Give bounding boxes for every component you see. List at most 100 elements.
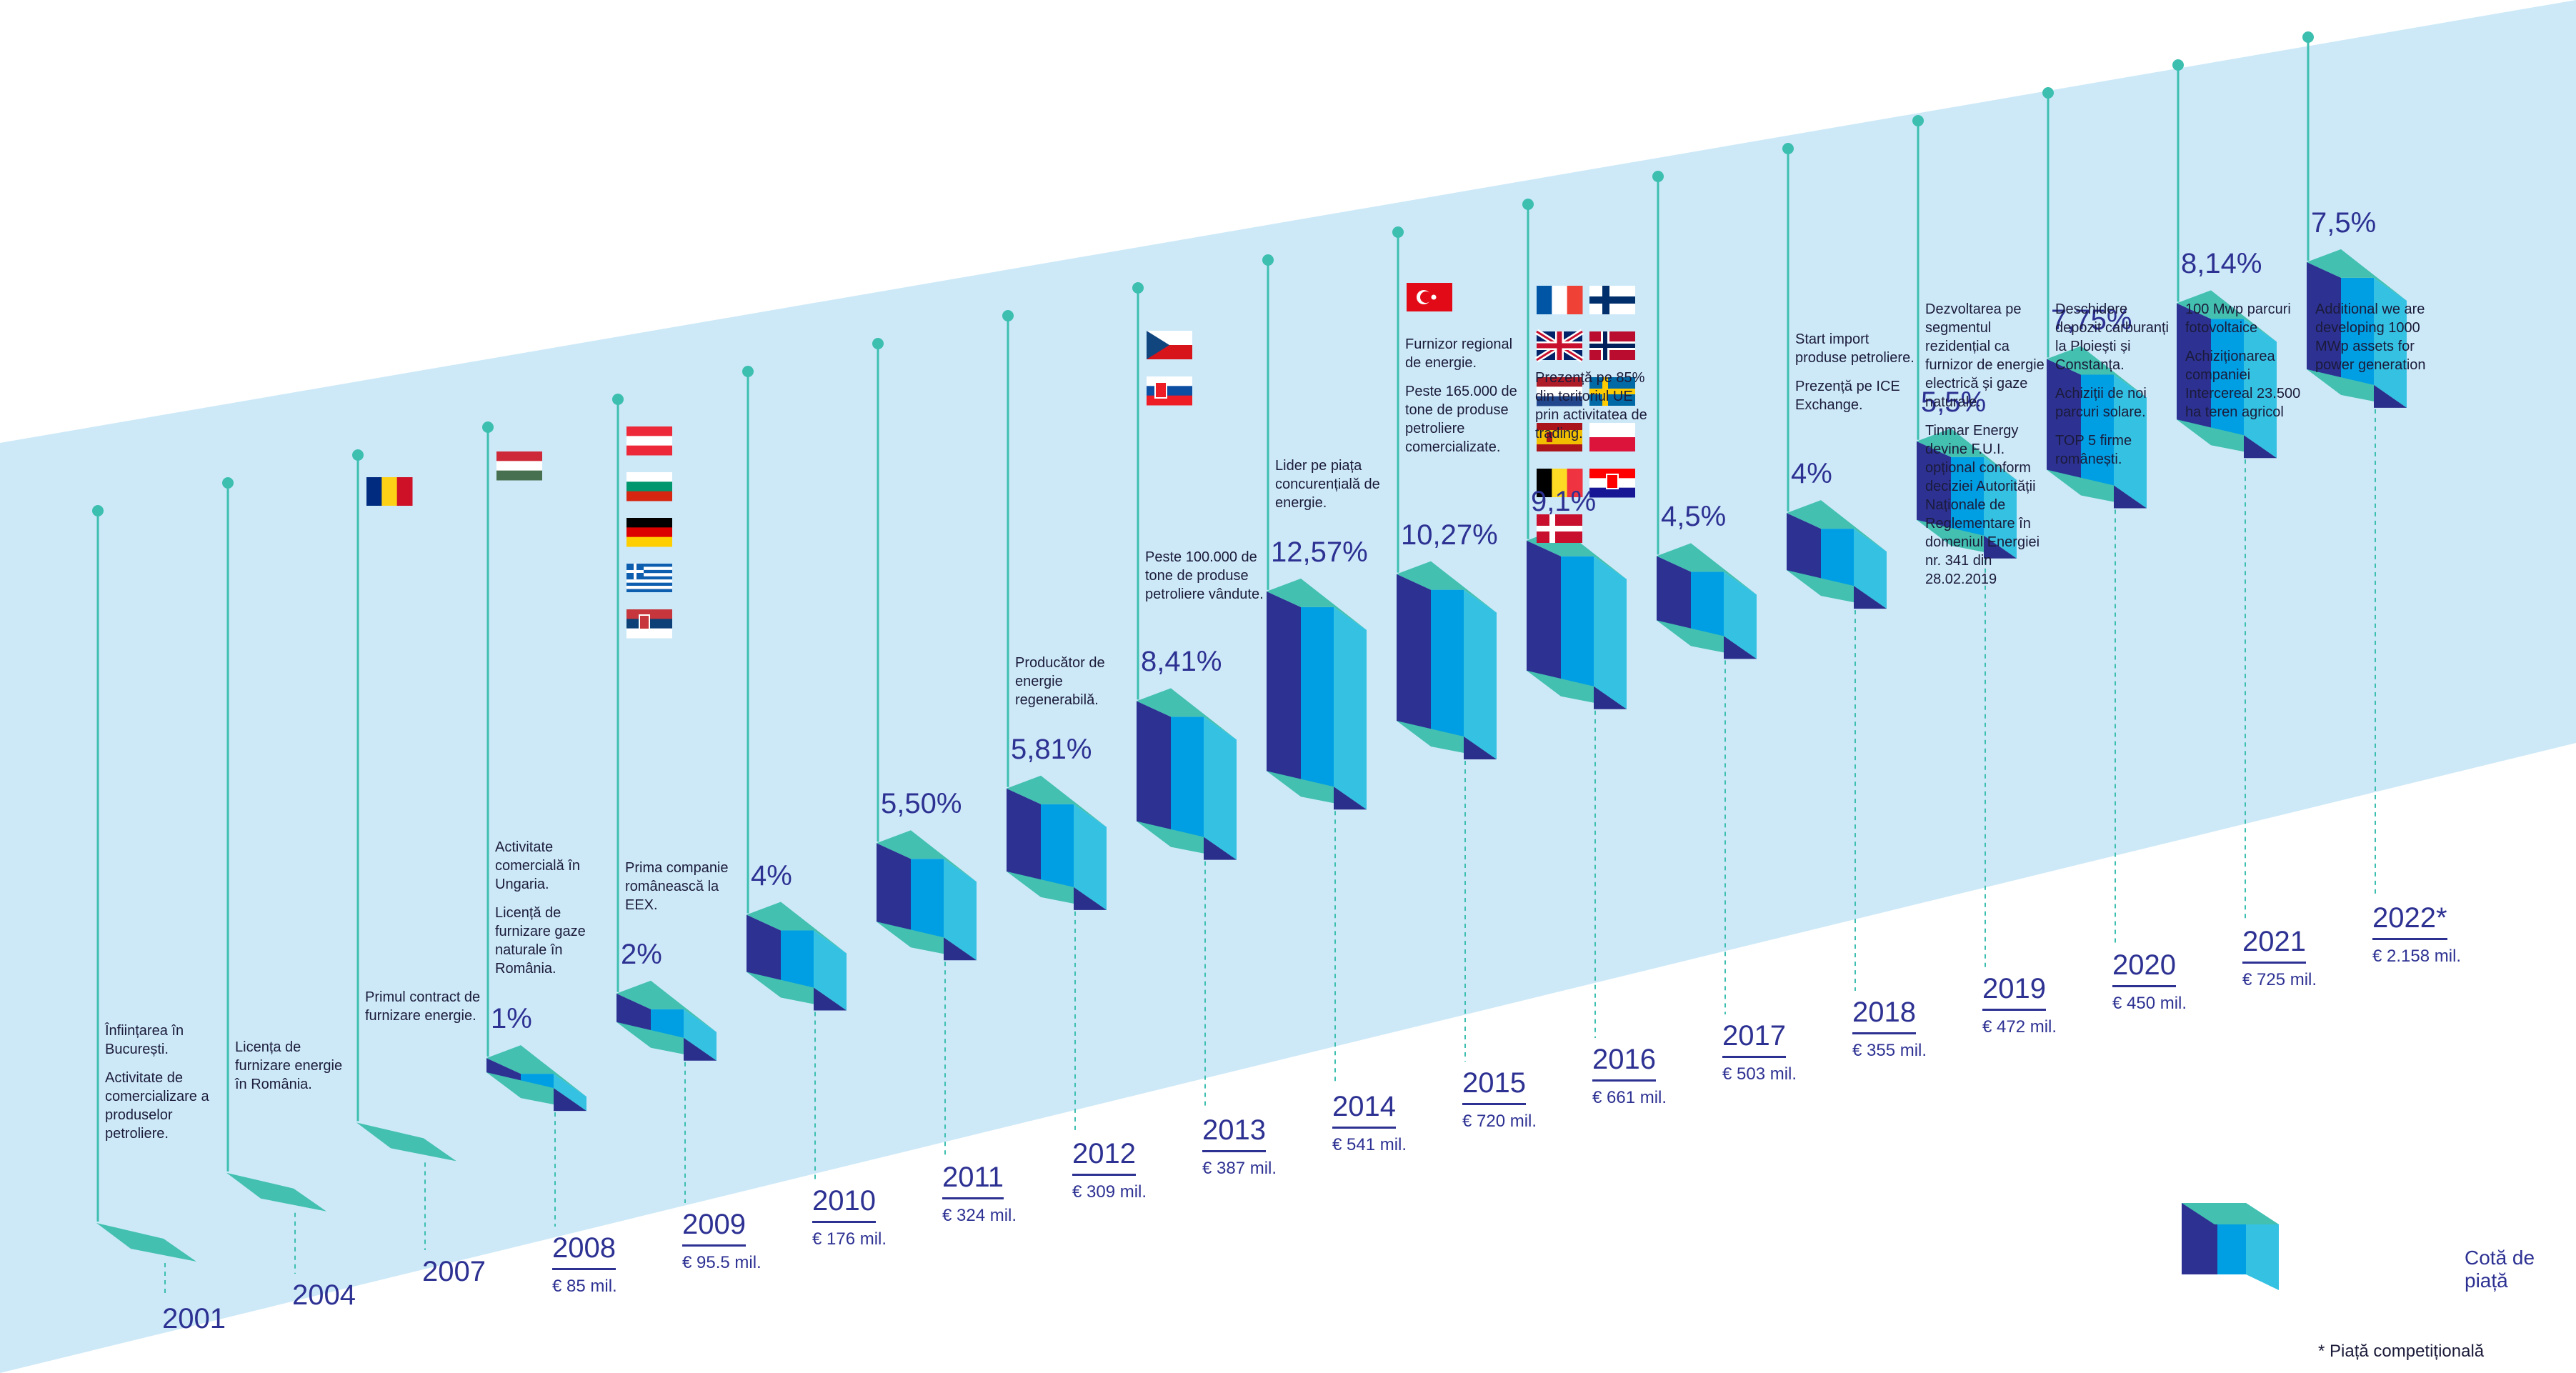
bar-2008 [486, 1045, 586, 1112]
year-label: 2012 [1072, 1139, 1136, 1176]
bar-2019 [1917, 428, 2017, 559]
value-label: 5,50% [881, 788, 962, 820]
milestone-text: Achiziționarea companiei Intercereal 23.… [2185, 349, 2301, 420]
value-label: 7,5% [2311, 206, 2377, 239]
bulgaria-flag-icon [626, 472, 672, 501]
milestone-note: Licența de furnizare energie în România. [235, 1038, 356, 1104]
greece-flag-icon [626, 564, 672, 592]
bar-2001 [96, 1223, 196, 1262]
milestone-dot [222, 477, 234, 489]
milestone-dot [2172, 59, 2184, 71]
milestone-note: Activitate comercială în Ungaria. Licență… [495, 838, 616, 988]
milestone-text: Achiziții de noi parcuri solare. [2055, 386, 2147, 420]
value-label: 1% [491, 1003, 532, 1035]
revenue-label: € 503 mil. [1722, 1064, 1797, 1084]
milestone-dot [1392, 226, 1404, 238]
sweden-flag-icon [1589, 377, 1635, 406]
value-label: 2% [621, 938, 662, 970]
milestone-text: Furnizor regional de energie. [1405, 336, 1513, 371]
germany-flag-icon [626, 518, 672, 547]
value-label: 4% [751, 859, 792, 892]
year-label: 2014 [1332, 1092, 1396, 1129]
milestone-note: Primul contract de furnizare energie. [365, 988, 486, 1035]
milestone-dot [2302, 31, 2314, 43]
revenue-label: € 95.5 mil. [682, 1253, 762, 1272]
slovakia-flag-icon [1147, 376, 1192, 406]
poland-flag-icon [1589, 423, 1635, 451]
revenue-label: € 661 mil. [1592, 1088, 1667, 1107]
czechia-flag-icon [1147, 331, 1192, 359]
bar-2009 [616, 980, 717, 1061]
value-label: 5,5% [1921, 386, 1987, 418]
bar-2012 [1007, 775, 1107, 910]
milestone-text: Producător de energie regenerabilă. [1015, 655, 1105, 709]
milestone-note: Furnizor regional de energie. Peste 165.0… [1405, 335, 1527, 466]
milestone-text: Deschidere depozit carburanți la Ploieșt… [2055, 301, 2169, 373]
footnote: * Piață competițională [2318, 1342, 2485, 1361]
year-label: 2016 [1592, 1045, 1656, 1082]
milestone-text: Peste 100.000 de tone de produse petroli… [1145, 549, 1264, 602]
bar-2010 [747, 902, 847, 1011]
milestone-dot [1782, 143, 1794, 154]
revenue-label: € 450 mil. [2112, 994, 2187, 1013]
milestone-note: Prezență pe 85% din teritoriul UE prin a… [1535, 369, 1657, 453]
milestone-note: 100 Mwp parcuri fotovoltaice Achiziționar… [2185, 300, 2307, 431]
revenue-label: € 472 mil. [1982, 1017, 2057, 1037]
revenue-label: € 2.158 mil. [2372, 947, 2462, 966]
milestone-note: Additional we are developing 1000 MWp as… [2315, 300, 2437, 384]
bar-2017 [1657, 543, 1757, 659]
milestone-note: Prima companie românească la EEX. [625, 859, 747, 924]
bar-2015 [1397, 561, 1497, 759]
year-label: 2009 [682, 1210, 746, 1247]
turkey-flag-icon [1407, 283, 1452, 311]
revenue-label: € 355 mil. [1852, 1041, 1927, 1060]
value-label: 8,41% [1141, 646, 1222, 678]
milestone-text: Prezență pe 85% din teritoriul UE prin a… [1535, 370, 1647, 442]
milestone-dot [1652, 171, 1664, 182]
bar-2020 [2047, 346, 2147, 509]
legend-label: Cotă de piață [2465, 1247, 2535, 1292]
year-label: 2008 [552, 1234, 616, 1270]
bar-2004 [226, 1172, 326, 1212]
milestone-dot [1132, 282, 1144, 294]
france-flag-icon [1537, 286, 1583, 314]
milestone-note: Lider pe piața concurențială de energie. [1275, 456, 1397, 522]
milestone-dot [1002, 310, 1014, 321]
romania-flag-icon [366, 477, 413, 506]
netherlands-flag-icon [1537, 377, 1582, 406]
revenue-label: € 387 mil. [1202, 1159, 1277, 1178]
bar-2011 [877, 830, 977, 961]
year-label: 2017 [1722, 1022, 1786, 1058]
bar-2013 [1137, 688, 1237, 860]
milestone-text: Primul contract de furnizare energie. [365, 989, 481, 1024]
value-label: 9,1% [1531, 485, 1597, 517]
value-label: 12,57% [1271, 536, 1368, 568]
milestone-dot [1262, 254, 1274, 266]
revenue-label: € 85 mil. [552, 1277, 617, 1296]
serbia-flag-icon [626, 609, 672, 639]
milestone-text: Dezvoltarea pe segmentul rezidențial ca … [1925, 301, 2045, 410]
year-label: 2015 [1462, 1069, 1526, 1105]
year-label: 2010 [812, 1187, 876, 1223]
croatia-flag-icon [1589, 469, 1635, 498]
milestone-dot [92, 505, 104, 516]
revenue-label: € 309 mil. [1072, 1182, 1147, 1202]
milestone-note: Peste 100.000 de tone de produse petroli… [1145, 548, 1267, 614]
milestone-text: Licență de furnizare gaze naturale în Ro… [495, 904, 586, 977]
year-label: 2019 [1982, 974, 2046, 1011]
revenue-label: € 176 mil. [812, 1229, 887, 1249]
bar-2018 [1787, 500, 1887, 609]
year-label: 2011 [942, 1163, 1004, 1199]
year-label: 2007 [422, 1256, 486, 1287]
milestone-note: Start import produse petroliere. Prezență… [1795, 330, 1917, 424]
milestone-note: Înființarea în București. Activitate de c… [105, 1022, 226, 1153]
belgium-flag-icon [1537, 469, 1583, 497]
milestone-text: Prima companie românească la EEX. [625, 860, 729, 914]
year-label: 2013 [1202, 1116, 1266, 1152]
value-label: 8,14% [2181, 248, 2262, 280]
bar-2014 [1267, 578, 1367, 810]
milestone-text: Peste 165.000 de tone de produse petroli… [1405, 384, 1517, 456]
milestone-text: Tinmar Energy devine F.U.I. opțional con… [1925, 423, 2040, 587]
hungary-flag-icon [496, 451, 542, 481]
